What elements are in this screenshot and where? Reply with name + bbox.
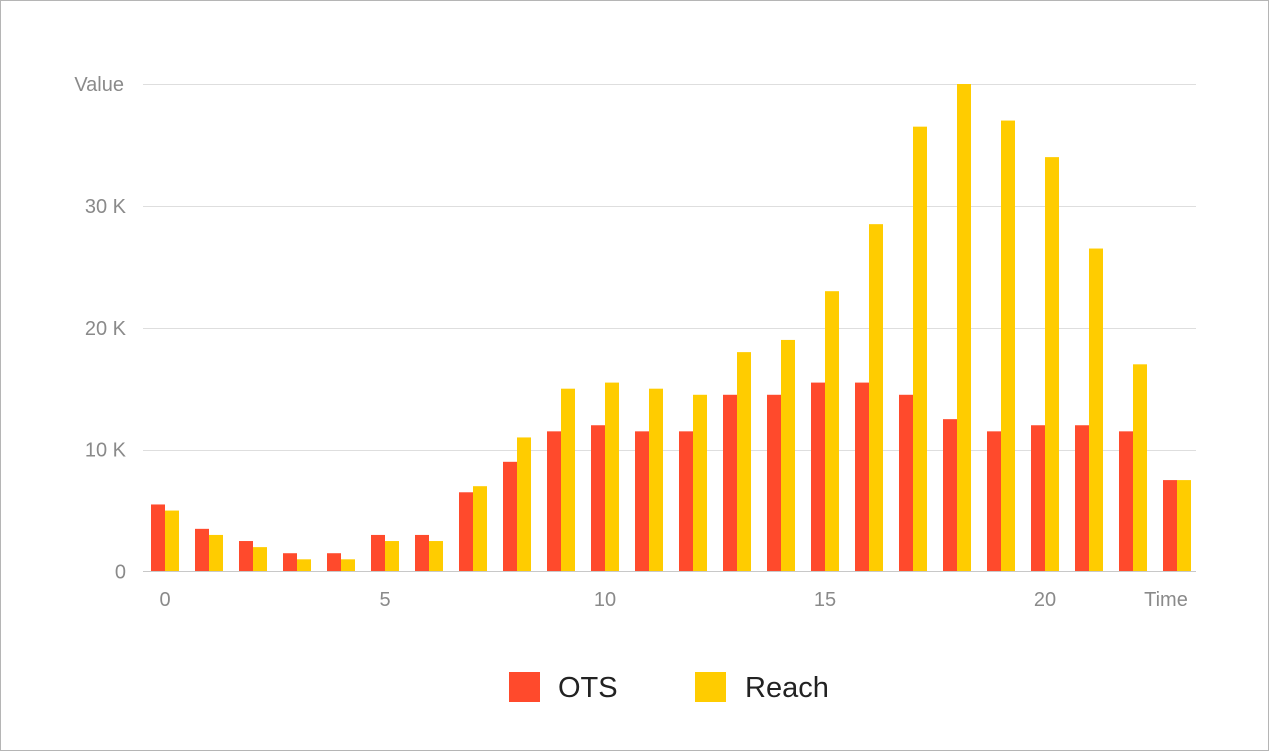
bar-reach <box>957 84 971 572</box>
bar-reach <box>165 510 179 572</box>
bar-reach <box>517 437 531 572</box>
bar-ots <box>371 534 385 572</box>
bar-reach <box>1045 157 1059 572</box>
bar-reach <box>561 388 575 572</box>
bar-ots <box>635 431 649 572</box>
bar-ots <box>1119 431 1133 572</box>
x-tick-label: 20 <box>1034 589 1056 611</box>
bar-ots <box>943 419 957 572</box>
bar-ots <box>239 541 253 572</box>
bar-reach <box>341 559 355 572</box>
bar-ots <box>679 431 693 572</box>
x-tick-labels: 0 5 10 15 20 <box>159 589 1056 611</box>
bar-ots <box>415 534 429 572</box>
legend-label-ots: OTS <box>558 672 618 704</box>
bar-ots <box>547 431 561 572</box>
x-tick-label: 5 <box>379 589 390 611</box>
y-axis-title: Value <box>74 74 124 96</box>
x-tick-label: 10 <box>594 589 616 611</box>
bar-ots <box>899 394 913 572</box>
bar-ots <box>1075 425 1089 572</box>
gridlines <box>143 84 1196 451</box>
bar-reach <box>1177 480 1191 572</box>
bar-reach <box>605 382 619 572</box>
bar-ots <box>327 553 341 572</box>
bars <box>151 84 1191 572</box>
legend: OTS Reach <box>509 672 829 704</box>
bar-reach <box>649 388 663 572</box>
bar-ots <box>1031 425 1045 572</box>
axes: Value Time <box>74 74 1196 611</box>
bar-ots <box>1163 480 1177 572</box>
y-tick-label: 0 <box>115 562 126 584</box>
bar-reach <box>913 126 927 572</box>
bar-ots <box>767 394 781 572</box>
y-tick-label: 10 K <box>85 440 127 462</box>
bar-reach <box>429 541 443 572</box>
y-tick-labels: 0 10 K 20 K 30 K <box>85 196 127 584</box>
bar-reach <box>825 291 839 572</box>
x-axis-title: Time <box>1144 589 1188 611</box>
bar-reach <box>737 352 751 572</box>
bar-ots <box>987 431 1001 572</box>
bar-reach <box>869 224 883 572</box>
bar-ots <box>855 382 869 572</box>
bar-reach <box>1089 248 1103 572</box>
bar-ots <box>811 382 825 572</box>
bar-reach <box>1001 120 1015 572</box>
legend-swatch-ots <box>509 672 540 702</box>
bar-reach <box>209 534 223 572</box>
bar-reach <box>253 547 267 572</box>
bar-ots <box>151 504 165 572</box>
bar-ots <box>591 425 605 572</box>
bar-reach <box>693 394 707 572</box>
bar-reach <box>781 339 795 572</box>
bar-reach <box>1133 364 1147 572</box>
y-tick-label: 20 K <box>85 318 127 340</box>
legend-label-reach: Reach <box>745 672 829 704</box>
bar-reach <box>473 486 487 572</box>
bar-reach <box>385 541 399 572</box>
bar-ots <box>195 528 209 572</box>
bar-ots <box>503 461 517 572</box>
x-tick-label: 15 <box>814 589 836 611</box>
x-tick-label: 0 <box>159 589 170 611</box>
y-tick-label: 30 K <box>85 196 127 218</box>
bar-ots <box>283 553 297 572</box>
legend-swatch-reach <box>695 672 726 702</box>
bar-ots <box>723 394 737 572</box>
bar-ots <box>459 492 473 572</box>
bar-reach <box>297 559 311 572</box>
